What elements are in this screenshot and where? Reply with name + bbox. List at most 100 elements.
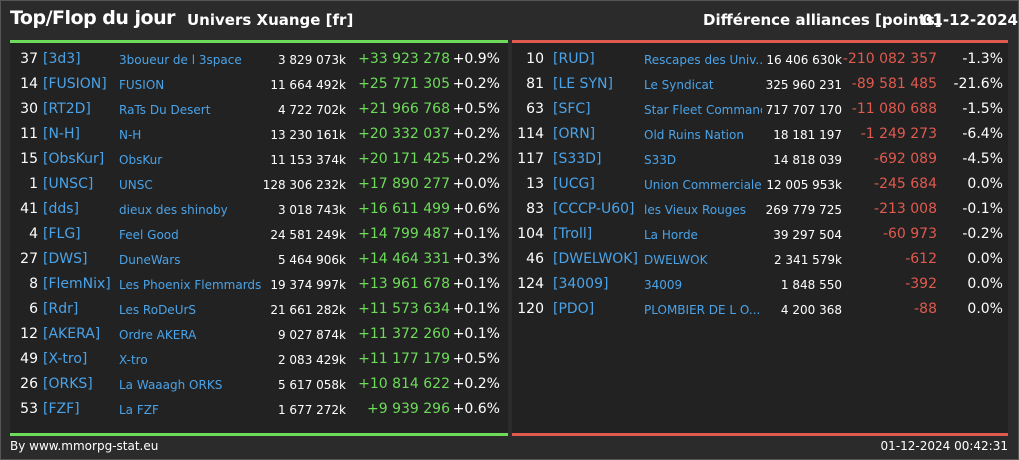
alliance-tag-link[interactable]: [LE SYN] <box>553 76 613 92</box>
alliance-tag-link[interactable]: [ORN] <box>553 126 596 142</box>
alliance-row: 49 [X-tro] X-tro 2 083 429k +11 177 179 +0.5% <box>10 347 508 372</box>
alliance-points: 11 153 374k <box>270 153 346 167</box>
alliance-rank: 30 <box>20 101 38 117</box>
alliance-point-difference: +11 177 179 <box>358 351 450 367</box>
alliance-name-link[interactable]: UNSC <box>119 178 153 192</box>
alliance-name-link[interactable]: S33D <box>644 153 677 167</box>
alliance-point-difference: -245 684 <box>874 176 937 192</box>
alliance-name-link[interactable]: PLOMBIER DE L O... <box>644 303 761 317</box>
alliance-percent-change: -6.4% <box>962 126 1003 142</box>
alliance-points: 4 722 702k <box>277 103 346 117</box>
alliance-point-difference: +14 799 487 <box>358 226 450 242</box>
alliance-point-difference: +17 890 277 <box>358 176 450 192</box>
alliance-tag-link[interactable]: [DWS] <box>43 251 88 267</box>
alliance-point-difference: +11 372 260 <box>358 326 450 342</box>
alliance-tag-link[interactable]: [RT2D] <box>43 101 91 117</box>
alliance-tag-link[interactable]: [AKERA] <box>43 326 101 342</box>
alliance-name-link[interactable]: La FZF <box>119 403 159 417</box>
alliance-tag-link[interactable]: [X-tro] <box>43 351 88 367</box>
alliance-tag-link[interactable]: [RUD] <box>553 51 595 67</box>
alliance-name-link[interactable]: FUSION <box>119 78 165 92</box>
footer-timestamp: 01-12-2024 00:42:31 <box>880 439 1008 453</box>
alliance-points: 19 374 997k <box>270 278 346 292</box>
alliance-point-difference: +16 611 499 <box>358 201 450 217</box>
alliance-rank: 41 <box>20 201 38 217</box>
alliance-percent-change: -0.2% <box>962 226 1003 242</box>
alliance-name-link[interactable]: X-tro <box>119 353 148 367</box>
alliance-points: 14 818 039 <box>773 153 842 167</box>
alliance-name-link[interactable]: les Vieux Rouges <box>644 203 746 217</box>
alliance-rank: 49 <box>20 351 38 367</box>
alliance-tag-link[interactable]: [FZF] <box>43 401 80 417</box>
alliance-name-link[interactable]: N-H <box>119 128 142 142</box>
alliance-tag-link[interactable]: [FLG] <box>43 226 81 242</box>
alliance-name-link[interactable]: Rescapes des Univ... <box>644 53 762 67</box>
alliance-point-difference: -692 089 <box>874 151 937 167</box>
alliance-tag-link[interactable]: [S33D] <box>553 151 602 167</box>
alliance-tag-link[interactable]: [UCG] <box>553 176 595 192</box>
alliance-name-link[interactable]: Old Ruins Nation <box>644 128 744 142</box>
alliance-point-difference: +33 923 278 <box>358 51 450 67</box>
alliance-name-link[interactable]: Feel Good <box>119 228 179 242</box>
alliance-row: 46 [DWELWOK] DWELWOK 2 341 579k -612 0.0% <box>512 247 1008 272</box>
alliance-point-difference: +10 814 622 <box>358 376 450 392</box>
alliance-name-link[interactable]: RaTs Du Desert <box>119 103 211 117</box>
alliance-name-link[interactable]: Star Fleet Command <box>644 103 762 117</box>
header-date: 01-12-2024 <box>922 11 1018 29</box>
alliance-tag-link[interactable]: [CCCP-U60] <box>553 201 635 217</box>
alliance-percent-change: +0.9% <box>452 51 500 67</box>
alliance-name-link[interactable]: La Waaagh ORKS <box>119 378 223 392</box>
alliance-rank: 83 <box>526 201 544 217</box>
alliance-tag-link[interactable]: [ObsKur] <box>43 151 105 167</box>
alliance-tag-link[interactable]: [DWELWOK] <box>553 251 638 267</box>
source-credit: By www.mmorpg-stat.eu <box>10 439 159 453</box>
alliance-tag-link[interactable]: [Troll] <box>553 226 593 242</box>
alliance-tag-link[interactable]: [FlemNix] <box>43 276 111 292</box>
alliance-name-link[interactable]: DWELWOK <box>644 253 708 267</box>
alliance-rank: 12 <box>20 326 38 342</box>
alliance-percent-change: -1.5% <box>962 101 1003 117</box>
alliance-tag-link[interactable]: [ORKS] <box>43 376 93 392</box>
alliance-rank: 1 <box>29 176 38 192</box>
alliance-points: 13 230 161k <box>270 128 346 142</box>
alliance-rank: 4 <box>29 226 38 242</box>
alliance-point-difference: +13 961 678 <box>358 276 450 292</box>
alliance-name-link[interactable]: Les RoDeUrS <box>119 303 197 317</box>
alliance-name-link[interactable]: 3boueur de l 3space <box>119 53 242 67</box>
alliance-percent-change: 0.0% <box>967 176 1003 192</box>
alliance-row: 6 [Rdr] Les RoDeUrS 21 661 282k +11 573 634 +… <box>10 297 508 322</box>
alliance-percent-change: +0.1% <box>452 301 500 317</box>
top-panel: 37 [3d3] 3boueur de l 3space 3 829 073k +33 … <box>10 40 508 436</box>
alliance-name-link[interactable]: Ordre AKERA <box>119 328 197 342</box>
alliance-point-difference: -392 <box>905 276 937 292</box>
alliance-percent-change: +0.0% <box>452 176 500 192</box>
alliance-name-link[interactable]: Le Syndicat <box>644 78 714 92</box>
alliance-row: 1 [UNSC] UNSC 128 306 232k +17 890 277 +0.0% <box>10 172 508 197</box>
alliance-tag-link[interactable]: [Rdr] <box>43 301 79 317</box>
alliance-rank: 46 <box>526 251 544 267</box>
alliance-name-link[interactable]: ObsKur <box>119 153 163 167</box>
alliance-rank: 6 <box>29 301 38 317</box>
alliance-tag-link[interactable]: [FUSION] <box>43 76 107 92</box>
alliance-points: 2 341 579k <box>773 253 842 267</box>
alliance-name-link[interactable]: dieux des shinoby <box>119 203 228 217</box>
alliance-row: 104 [Troll] La Horde 39 297 504 -60 973 -0.2% <box>512 222 1008 247</box>
alliance-tag-link[interactable]: [UNSC] <box>43 176 94 192</box>
alliance-name-link[interactable]: Les Phoenix Flemmards <box>119 278 262 292</box>
alliance-points: 5 464 906k <box>277 253 346 267</box>
alliance-tag-link[interactable]: [3d3] <box>43 51 81 67</box>
alliance-points: 4 200 368 <box>780 303 842 317</box>
alliance-tag-link[interactable]: [SFC] <box>553 101 591 117</box>
alliance-tag-link[interactable]: [34009] <box>553 276 609 292</box>
alliance-name-link[interactable]: DuneWars <box>119 253 181 267</box>
alliance-rank: 117 <box>517 151 544 167</box>
alliance-name-link[interactable]: 34009 <box>644 278 683 292</box>
alliance-rank: 104 <box>517 226 544 242</box>
alliance-tag-link[interactable]: [PDO] <box>553 301 595 317</box>
alliance-tag-link[interactable]: [dds] <box>43 201 79 217</box>
alliance-tag-link[interactable]: [N-H] <box>43 126 80 142</box>
alliance-points: 3 018 743k <box>277 203 346 217</box>
alliance-point-difference: +25 771 305 <box>358 76 450 92</box>
alliance-name-link[interactable]: La Horde <box>644 228 698 242</box>
alliance-name-link[interactable]: Union Commerciale... <box>644 178 762 192</box>
